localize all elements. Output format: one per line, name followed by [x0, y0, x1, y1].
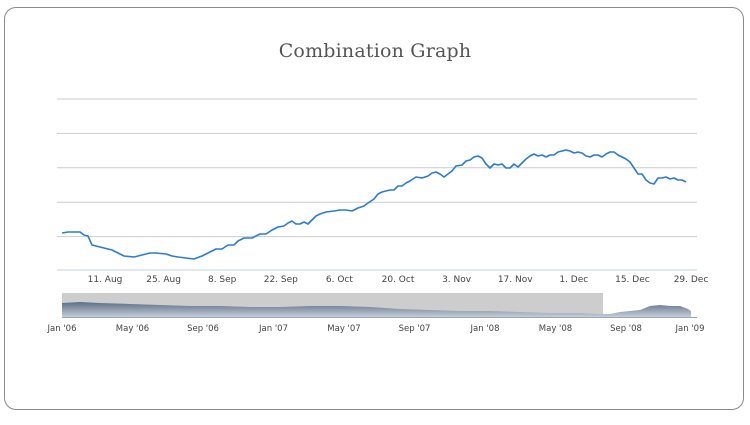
chart-title: Combination Graph — [278, 40, 472, 62]
x-tick-label: 1. Dec — [559, 275, 588, 285]
x-tick-label: 20. Oct — [382, 275, 415, 285]
x-axis-ticks: 11. Aug 25. Aug 8. Sep 22. Sep 6. Oct 20. Oct… — [88, 275, 709, 285]
x-tick-label: 15. Dec — [615, 275, 650, 285]
x-tick-label: 6. Oct — [326, 275, 353, 285]
navigator-tick-label: Jan '07 — [258, 324, 288, 334]
navigator-tick-label: Sep '07 — [399, 324, 431, 334]
x-tick-label: 29. Dec — [674, 275, 709, 285]
navigator-series-area — [62, 302, 691, 317]
x-tick-label: 17. Nov — [498, 275, 533, 285]
navigator-tick-label: Jan '08 — [470, 324, 500, 334]
price-series-line — [61, 149, 687, 260]
navigator-x-ticks: Jan '06 May '06 Sep '06 Jan '07 May '07 Sep '… — [47, 324, 705, 334]
x-tick-label: 3. Nov — [442, 275, 472, 285]
navigator-tick-label: Jan '09 — [675, 324, 705, 334]
navigator-tick-label: Sep '08 — [610, 324, 642, 334]
navigator-tick-label: Sep '06 — [187, 324, 219, 334]
grid-lines — [57, 98, 697, 271]
navigator-tick-label: May '07 — [327, 324, 360, 334]
navigator-tick-label: Jan '06 — [47, 324, 77, 334]
navigator[interactable] — [62, 293, 697, 318]
x-tick-label: 8. Sep — [208, 275, 237, 285]
x-tick-label: 11. Aug — [88, 275, 123, 285]
navigator-tick-label: May '08 — [539, 324, 572, 334]
navigator-tick-label: May '06 — [116, 324, 149, 334]
x-tick-label: 25. Aug — [146, 275, 181, 285]
chart-card — [4, 7, 744, 410]
x-tick-label: 22. Sep — [264, 275, 298, 285]
